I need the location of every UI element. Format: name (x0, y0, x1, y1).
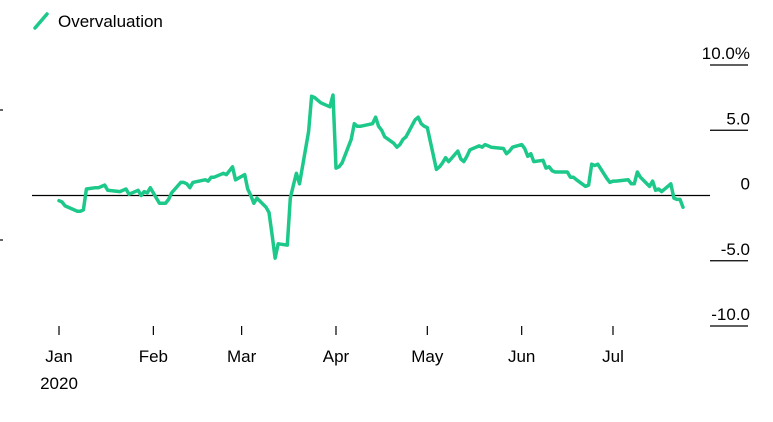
series-line-overvaluation (57, 93, 685, 260)
x-tick-label: Jan (45, 347, 72, 366)
x-tick-label: Apr (323, 347, 350, 366)
x-tick-label: Jul (602, 347, 624, 366)
series-group (57, 93, 685, 260)
x-tick-label: Mar (227, 347, 257, 366)
y-tick-label: -10.0 (711, 305, 750, 324)
x-axis: Jan Feb Mar Apr May Jun Jul (45, 326, 624, 366)
x-tick-label: May (411, 347, 444, 366)
y-axis: 10.0% 5.0 0 -5.0 -10.0 (702, 44, 750, 327)
x-tick-label: Jun (508, 347, 535, 366)
y-tick-label: 0 (741, 175, 750, 194)
y-tick-label: -5.0 (721, 240, 750, 259)
y-tick-label: 5.0 (726, 109, 750, 128)
legend-swatch-overvaluation (33, 12, 49, 30)
x-axis-year-label: 2020 (40, 374, 78, 393)
y-tick-label: 10.0% (702, 44, 750, 63)
legend: Overvaluation (33, 12, 163, 31)
legend-label-overvaluation: Overvaluation (58, 12, 163, 31)
left-edge-marks (0, 109, 3, 241)
x-tick-label: Feb (139, 347, 168, 366)
